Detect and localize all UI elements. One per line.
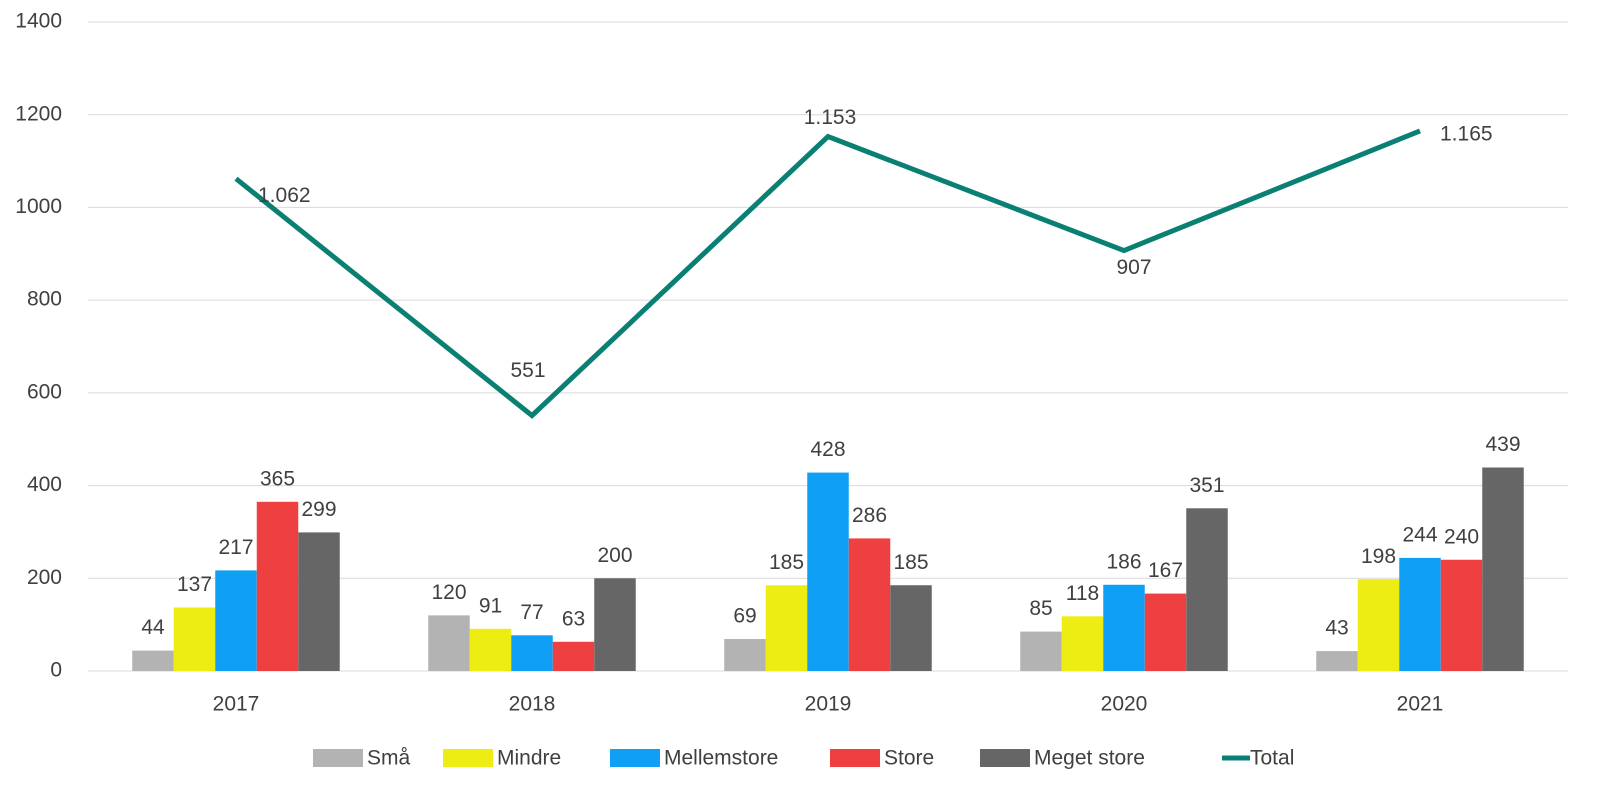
bar-label: 120 bbox=[431, 581, 466, 604]
bar bbox=[1103, 584, 1145, 671]
bar bbox=[511, 635, 553, 671]
legend-swatch bbox=[443, 749, 493, 767]
bar-label: 200 bbox=[597, 544, 632, 567]
bar-label: 118 bbox=[1066, 582, 1099, 605]
x-tick-label: 2017 bbox=[213, 693, 260, 716]
legend-swatch bbox=[610, 749, 660, 767]
bar-label: 91 bbox=[479, 594, 502, 617]
bar-label: 198 bbox=[1361, 545, 1396, 568]
bar bbox=[469, 628, 512, 671]
y-tick-label: 1200 bbox=[15, 102, 62, 125]
bar-label: 167 bbox=[1148, 559, 1183, 582]
legend-swatch bbox=[980, 749, 1030, 767]
bar bbox=[1357, 579, 1400, 671]
x-tick-label: 2019 bbox=[805, 693, 852, 716]
bar-label: 439 bbox=[1485, 433, 1520, 456]
legend-label: Store bbox=[884, 747, 934, 770]
bar-label: 43 bbox=[1325, 617, 1348, 640]
bar-label: 351 bbox=[1189, 474, 1224, 497]
line-label: 1.153 bbox=[804, 106, 857, 129]
bar bbox=[1061, 616, 1104, 671]
bar-label: 186 bbox=[1106, 550, 1141, 573]
bar bbox=[594, 578, 636, 671]
y-tick-label: 1000 bbox=[15, 195, 62, 218]
bar bbox=[807, 472, 849, 671]
y-tick-label: 400 bbox=[27, 473, 62, 496]
bar-label: 217 bbox=[218, 536, 253, 559]
bar bbox=[1186, 508, 1228, 671]
y-tick-label: 200 bbox=[27, 566, 62, 589]
legend-label: Meget store bbox=[1034, 747, 1145, 770]
bar-label: 44 bbox=[141, 616, 165, 639]
bar-label: 69 bbox=[733, 605, 756, 628]
bar-label: 63 bbox=[562, 607, 585, 630]
y-tick-label: 0 bbox=[50, 659, 62, 682]
bar bbox=[298, 532, 340, 671]
bar-label: 85 bbox=[1029, 597, 1052, 620]
legend-swatch bbox=[830, 749, 880, 767]
line-label: 1.165 bbox=[1440, 122, 1493, 145]
line bbox=[234, 128, 1421, 419]
bar bbox=[256, 501, 299, 671]
legend-label: Små bbox=[367, 747, 411, 770]
bar bbox=[1144, 593, 1187, 671]
bar-label: 244 bbox=[1402, 523, 1437, 546]
y-tick-label: 1400 bbox=[15, 10, 62, 33]
legend-swatch bbox=[313, 749, 363, 767]
x-tick-label: 2021 bbox=[1397, 693, 1444, 716]
bar bbox=[132, 650, 174, 671]
bar-label: 137 bbox=[177, 573, 212, 596]
bar-label: 299 bbox=[301, 498, 336, 521]
bar bbox=[215, 570, 257, 671]
bar bbox=[1440, 559, 1483, 671]
bar bbox=[1020, 631, 1062, 671]
bar bbox=[848, 538, 891, 671]
line-label: 551 bbox=[510, 359, 545, 382]
bar-label: 185 bbox=[893, 551, 928, 574]
bar bbox=[890, 585, 932, 671]
bar bbox=[1316, 651, 1358, 671]
y-tick-label: 800 bbox=[27, 288, 62, 311]
y-tick-label: 600 bbox=[27, 380, 62, 403]
bar-label: 365 bbox=[260, 467, 295, 490]
bar-label: 286 bbox=[852, 504, 887, 527]
x-tick-label: 2018 bbox=[509, 693, 556, 716]
bar-label: 77 bbox=[520, 601, 543, 624]
legend-label: Total bbox=[1250, 747, 1294, 770]
line-label: 907 bbox=[1116, 256, 1151, 279]
bar-label: 428 bbox=[810, 438, 845, 461]
bar bbox=[1399, 557, 1441, 671]
bar bbox=[765, 585, 808, 671]
bar bbox=[428, 615, 470, 671]
line-label: 1.062 bbox=[258, 184, 311, 207]
bar-label: 240 bbox=[1444, 525, 1479, 548]
bar-label: 185 bbox=[769, 551, 804, 574]
bar bbox=[724, 639, 766, 671]
x-tick-label: 2020 bbox=[1101, 693, 1148, 716]
legend-label: Mindre bbox=[497, 747, 561, 770]
bar bbox=[552, 641, 595, 671]
bar bbox=[1482, 467, 1524, 671]
legend-label: Mellemstore bbox=[664, 747, 778, 770]
bar bbox=[173, 607, 216, 671]
